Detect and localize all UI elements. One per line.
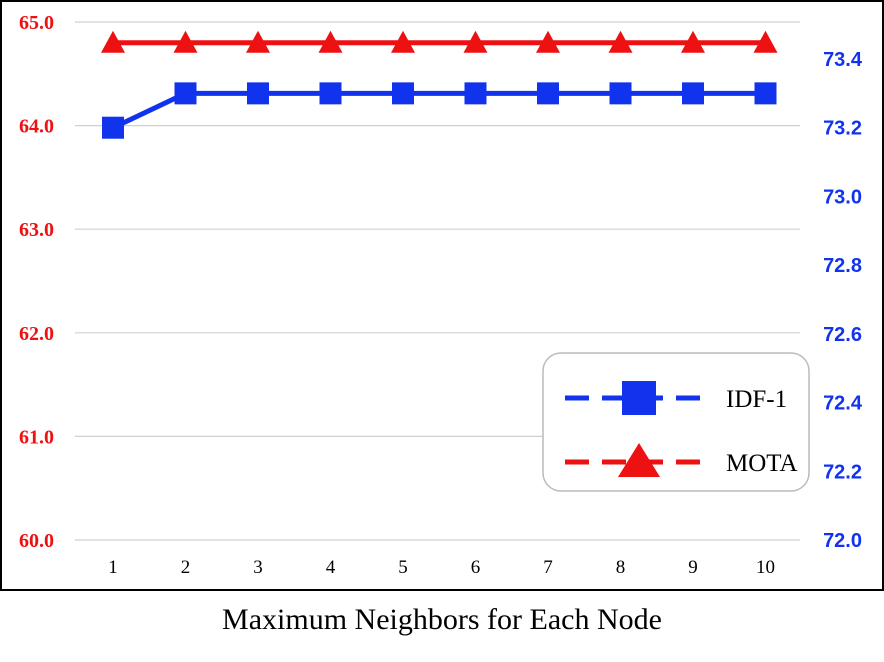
x-axis-ticks: 1 2 3 4 5 6 7 8 9 10 bbox=[108, 557, 775, 578]
left-tick-label: 61.0 bbox=[19, 426, 54, 448]
data-point bbox=[608, 30, 633, 53]
series-line-idf-1 bbox=[111, 90, 766, 130]
right-tick-label: 72.2 bbox=[823, 461, 862, 483]
right-tick-label: 73.0 bbox=[823, 186, 862, 208]
left-tick-label: 63.0 bbox=[19, 219, 54, 241]
right-tick-label: 73.2 bbox=[823, 118, 862, 140]
left-axis-ticks: 60.0 61.0 62.0 63.0 64.0 65.0 bbox=[19, 12, 54, 552]
right-tick-label: 72.6 bbox=[823, 324, 862, 346]
data-point bbox=[463, 30, 488, 53]
series bbox=[101, 30, 778, 139]
data-point bbox=[681, 30, 705, 53]
legend-marker-triangle bbox=[618, 443, 660, 477]
left-tick-label: 65.0 bbox=[19, 12, 54, 34]
right-tick-label: 72.0 bbox=[823, 530, 862, 552]
data-point bbox=[102, 116, 124, 139]
legend-label: MOTA bbox=[726, 450, 798, 477]
x-tick-label: 10 bbox=[756, 557, 775, 578]
x-tick-label: 9 bbox=[688, 557, 698, 578]
right-tick-label: 72.4 bbox=[823, 393, 863, 415]
left-tick-label: 62.0 bbox=[19, 323, 54, 345]
legend-box bbox=[542, 352, 810, 492]
x-axis-label: Maximum Neighbors for Each Node bbox=[222, 603, 662, 636]
right-axis-ticks: 72.0 72.2 72.4 72.6 72.8 73.0 73.2 73.4 bbox=[823, 49, 863, 552]
data-point bbox=[247, 82, 269, 105]
x-tick-label: 2 bbox=[181, 557, 191, 578]
gridlines bbox=[75, 21, 800, 541]
x-tick-label: 1 bbox=[108, 557, 118, 578]
data-point bbox=[319, 82, 342, 105]
data-point bbox=[174, 82, 197, 105]
data-point bbox=[392, 82, 414, 105]
data-point bbox=[754, 82, 777, 105]
x-tick-label: 5 bbox=[398, 557, 408, 578]
data-point bbox=[318, 30, 343, 53]
x-tick-label: 6 bbox=[471, 557, 481, 578]
data-point bbox=[537, 82, 559, 105]
right-tick-label: 73.4 bbox=[823, 49, 863, 71]
data-point bbox=[173, 30, 198, 53]
data-point bbox=[536, 30, 560, 53]
data-point bbox=[464, 82, 487, 105]
legend-marker-square bbox=[622, 381, 656, 415]
x-tick-label: 7 bbox=[543, 557, 553, 578]
x-tick-label: 4 bbox=[326, 557, 336, 578]
data-point bbox=[101, 30, 125, 53]
data-point bbox=[682, 82, 704, 105]
right-tick-label: 72.8 bbox=[823, 255, 862, 277]
x-tick-label: 3 bbox=[253, 557, 263, 578]
x-tick-label: 8 bbox=[616, 557, 626, 578]
chart-frame bbox=[0, 0, 884, 591]
data-point bbox=[246, 30, 270, 53]
data-point bbox=[609, 82, 632, 105]
data-point bbox=[391, 30, 415, 53]
legend: IDF-1 MOTA bbox=[542, 352, 810, 492]
left-tick-label: 60.0 bbox=[19, 530, 54, 552]
data-point bbox=[753, 30, 778, 53]
legend-label: IDF-1 bbox=[726, 386, 787, 413]
left-tick-label: 64.0 bbox=[19, 116, 54, 138]
